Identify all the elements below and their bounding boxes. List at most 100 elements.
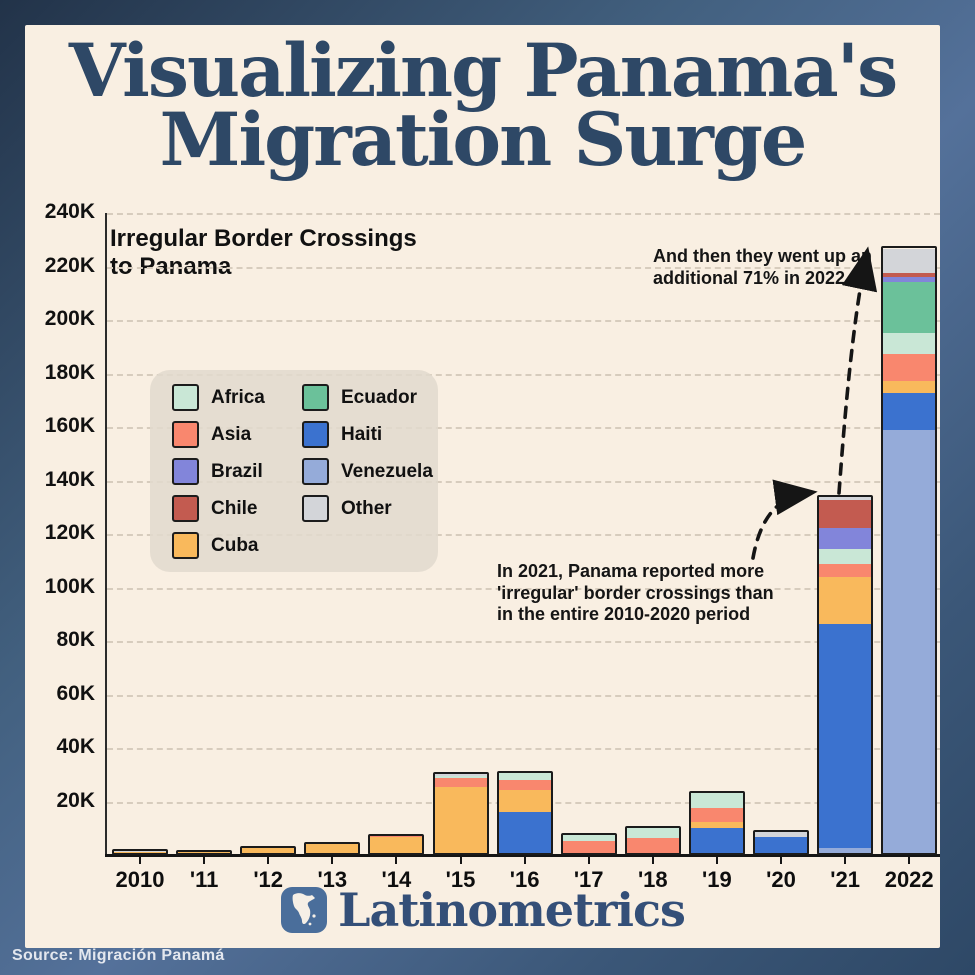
bar-segment-asia — [819, 564, 872, 578]
legend-item-asia: Asia — [172, 421, 251, 448]
bar-segment-ecuador — [883, 281, 936, 333]
x-tick-15 — [459, 857, 462, 864]
y-tick-label-80K: 80K — [56, 628, 95, 651]
bar-segment-africa — [626, 827, 679, 839]
x-tick-12 — [267, 857, 270, 864]
bar-12 — [240, 845, 297, 855]
y-tick-label-180K: 180K — [44, 360, 95, 384]
x-tick-label-2022: 2022 — [884, 867, 934, 892]
legend-item-chile: Chile — [172, 495, 257, 522]
bar-segment-africa — [498, 773, 551, 780]
gridline-200K — [107, 320, 940, 322]
bar-segment-haiti — [883, 392, 936, 431]
subtitle-line-1: Irregular Border Crossings — [110, 225, 417, 252]
bar-segment-asia — [883, 354, 936, 381]
brand-wordmark: Latinometrics — [338, 883, 686, 937]
bar-segment-asia — [562, 840, 615, 853]
legend-swatch-haiti — [302, 421, 329, 448]
legend-swatch-brazil — [172, 458, 199, 485]
legend-label-haiti: Haiti — [341, 423, 383, 445]
legend-box: Africa Asia Brazil Chile Cuba Ecuador Haiti Ven… — [150, 370, 438, 572]
bar-segment-chile — [883, 272, 936, 277]
legend-swatch-asia — [172, 421, 199, 448]
legend-swatch-venezuela — [302, 458, 329, 485]
bar-segment-venezuela — [883, 430, 936, 853]
legend-label-chile: Chile — [211, 497, 258, 519]
bar-13 — [304, 842, 361, 855]
gridline-120K — [107, 534, 940, 536]
bar-segment-cuba — [178, 852, 231, 853]
bar-segment-cuba — [242, 847, 295, 853]
bar-segment-cuba — [306, 844, 359, 853]
bar-segment-brazil — [819, 528, 872, 550]
bar-segment-other — [114, 851, 166, 853]
x-tick-label-16: '16 — [509, 867, 540, 892]
bar-2010 — [112, 849, 168, 855]
bar-segment-other — [755, 831, 807, 837]
x-tick-label-20: '20 — [766, 867, 796, 892]
bar-segment-cuba — [883, 380, 936, 393]
x-tick-label-21: '21 — [830, 867, 860, 892]
legend-swatch-ecuador — [302, 384, 329, 411]
x-tick-13 — [331, 857, 334, 864]
bar-segment-africa — [819, 549, 872, 565]
y-axis-line — [105, 213, 107, 855]
gridline-100K — [107, 587, 940, 590]
x-tick-14 — [395, 857, 398, 864]
legend-item-haiti: Haiti — [302, 421, 382, 448]
y-tick-label-140K: 140K — [44, 467, 95, 491]
x-tick-label-14: '14 — [381, 867, 412, 892]
x-tick-label-11: '11 — [189, 867, 219, 892]
bar-19 — [688, 790, 745, 855]
y-tick-label-20K: 20K — [56, 788, 95, 812]
y-tick-label-160K: 160K — [44, 414, 95, 437]
gridline-140K — [107, 480, 940, 483]
bar-segment-asia — [498, 780, 551, 790]
bar-2022 — [881, 246, 938, 855]
x-tick-11 — [203, 857, 206, 864]
title-line-2: Migration Surge — [159, 97, 808, 184]
x-tick-18 — [651, 857, 654, 864]
legend-item-other: Other — [302, 495, 392, 522]
bar-segment-africa — [883, 332, 936, 355]
bar-segment-cuba — [370, 836, 423, 853]
bar-segment-cuba — [690, 822, 743, 828]
y-tick-label-220K: 220K — [44, 253, 95, 277]
y-tick-label-240K: 240K — [44, 200, 95, 223]
annotation-2021-line3: in the entire 2010-2020 period — [497, 604, 751, 625]
bar-17 — [560, 833, 617, 855]
gridline-180K — [107, 373, 940, 376]
annotation-2021-line1: In 2021, Panama reported more — [497, 561, 765, 581]
bar-segment-asia — [370, 835, 423, 837]
annotation-2022-line2: additional 71% in 2022 — [653, 267, 846, 288]
gridline-220K — [107, 266, 940, 269]
legend-swatch-other — [302, 495, 329, 522]
title-line-1: Visualizing Panama's — [68, 28, 898, 114]
bar-segment-venezuela — [819, 847, 872, 853]
bar-segment-africa — [690, 792, 743, 808]
annotation-2021: In 2021, Panama reported more 'irregular… — [497, 561, 774, 626]
legend-label-africa: Africa — [211, 386, 265, 408]
x-tick-label-17: '17 — [573, 867, 604, 892]
x-tick-label-13: '13 — [317, 867, 348, 892]
plot-area — [105, 213, 940, 857]
legend-label-other: Other — [341, 497, 392, 519]
bar-11 — [176, 850, 233, 855]
annotation-2022: And then they went up an additional 71% … — [653, 246, 872, 289]
bar-segment-other — [883, 248, 936, 273]
bar-18 — [624, 825, 681, 855]
bar-segment-haiti — [755, 836, 807, 853]
legend-label-venezuela: Venezuela — [341, 460, 433, 482]
x-tick-label-18: '18 — [637, 867, 668, 892]
y-tick-label-60K: 60K — [56, 681, 95, 705]
bar-segment-asia — [434, 777, 487, 787]
gridline-240K — [107, 213, 940, 215]
source-label: Source: Migración Panamá — [12, 947, 225, 964]
bar-segment-asia — [690, 807, 743, 823]
x-tick-label-19: '19 — [702, 867, 732, 892]
x-tick-2010 — [139, 857, 141, 864]
annotation-2022-line1: And then they went up an — [653, 246, 872, 266]
gridline-160K — [107, 427, 940, 429]
bar-15 — [432, 771, 489, 855]
y-tick-label-120K: 120K — [44, 521, 95, 544]
